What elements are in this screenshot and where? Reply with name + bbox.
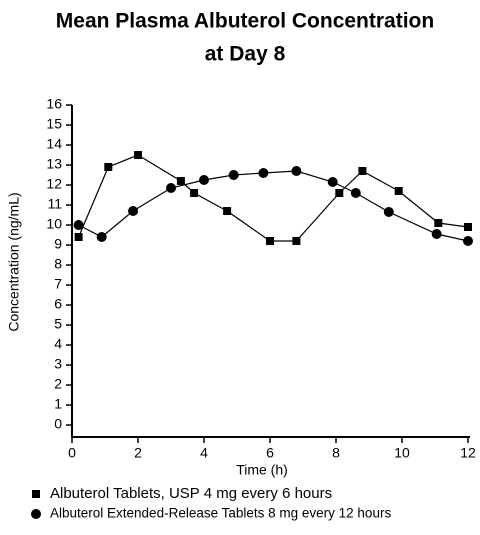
y-tick-label: 1: [54, 396, 62, 412]
marker: [291, 166, 302, 176]
marker: [394, 187, 403, 195]
marker: [128, 206, 139, 216]
marker: [223, 207, 232, 215]
y-tick-label: 13: [46, 156, 62, 172]
y-axis-label: Concentration (ng/mL): [6, 192, 22, 331]
marker: [383, 207, 394, 217]
chart-title: at Day 8: [205, 43, 286, 66]
marker: [434, 219, 443, 227]
x-tick-label: 6: [266, 445, 274, 461]
y-tick-label: 9: [54, 236, 62, 252]
line: [78, 154, 469, 242]
x-tick-label: 12: [460, 445, 476, 461]
y-tick-label: 7: [54, 276, 62, 292]
x-tick-label: 4: [200, 445, 208, 461]
marker: [358, 167, 367, 175]
x-tick-label: 8: [332, 445, 340, 461]
y-tick-label: 0: [54, 416, 62, 432]
y-tick-label: 15: [46, 116, 62, 132]
y-tick-label: 14: [46, 136, 62, 152]
marker: [190, 189, 199, 197]
marker: [74, 233, 83, 241]
y-tick-label: 6: [54, 296, 62, 312]
marker: [463, 236, 473, 246]
x-axis-label: Time (h): [236, 462, 288, 478]
y-tick-label: 8: [54, 256, 62, 272]
marker: [327, 177, 338, 187]
y-tick-label: 11: [47, 196, 62, 212]
marker: [350, 188, 361, 198]
marker: [431, 229, 442, 239]
marker: [292, 237, 301, 245]
marker: [96, 232, 107, 242]
y-tick-label: 10: [46, 216, 62, 232]
chart-title: Mean Plasma Albuterol Concentration: [56, 10, 434, 33]
line: [78, 170, 469, 242]
y-tick-label: 5: [54, 316, 62, 332]
legend-marker: [31, 509, 41, 519]
y-tick-label: 12: [46, 176, 62, 192]
legend-label: Albuterol Extended-Release Tablets 8 mg …: [50, 506, 391, 521]
y-tick-label: 4: [54, 336, 62, 352]
marker: [258, 168, 269, 178]
marker: [104, 163, 113, 171]
marker: [176, 177, 185, 185]
legend-label: Albuterol Tablets, USP 4 mg every 6 hour…: [50, 485, 332, 502]
marker: [134, 151, 142, 159]
y-tick-label: 3: [54, 356, 62, 372]
y-tick-label: 2: [54, 376, 62, 392]
x-tick-label: 2: [134, 445, 142, 461]
marker: [464, 223, 472, 231]
marker: [166, 183, 176, 193]
legend-marker: [32, 490, 40, 498]
x-tick-label: 10: [394, 445, 410, 461]
x-tick-label: 0: [68, 445, 76, 461]
y-tick-label: 16: [46, 96, 62, 112]
marker: [228, 170, 239, 180]
marker: [199, 175, 209, 185]
marker: [335, 189, 344, 197]
marker: [73, 220, 84, 230]
marker: [266, 237, 274, 245]
